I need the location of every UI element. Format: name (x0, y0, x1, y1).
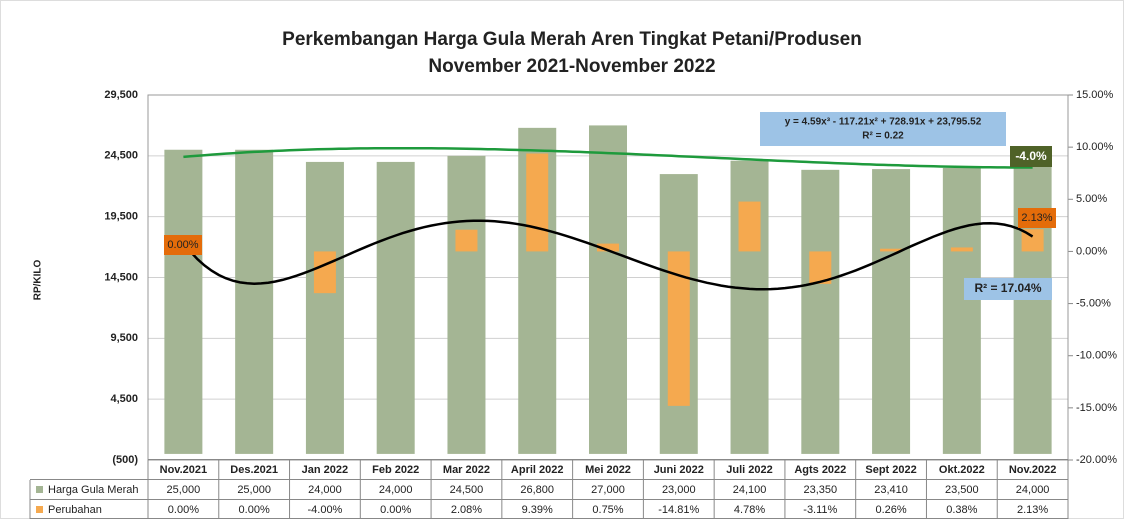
change-bar (313, 251, 336, 294)
table-value: 4.78% (734, 504, 765, 516)
y-tick-label: (500) (112, 454, 138, 466)
price-bar (376, 161, 415, 454)
change-bar (809, 251, 832, 284)
price-trendline (183, 146, 1033, 169)
table-value: 0.75% (592, 504, 623, 516)
y2-tick-label: 10.00% (1076, 141, 1114, 153)
x-tick-label: April 2022 (511, 464, 564, 476)
x-tick-label: Mei 2022 (585, 464, 631, 476)
table-value: 0.00% (168, 504, 199, 516)
price-bar (872, 169, 911, 454)
change-bar (597, 243, 619, 252)
x-tick-label: Juli 2022 (726, 464, 772, 476)
y2-tick-label: -20.00% (1076, 454, 1117, 466)
y-tick-label: 4,500 (110, 393, 138, 405)
y2-tick-label: -15.00% (1076, 402, 1117, 414)
y-tick-label: 19,500 (104, 211, 138, 223)
table-value: 26,800 (520, 484, 554, 496)
chart-subtitle: November 2021-November 2022 (428, 56, 715, 77)
x-tick-label: Feb 2022 (372, 464, 419, 476)
change-bar (667, 251, 690, 406)
y-tick-label: 14,500 (104, 271, 138, 283)
table-value: 0.00% (239, 504, 270, 516)
change-trendline (182, 219, 1034, 291)
table-value: 25,000 (167, 484, 201, 496)
y2-tick-label: 5.00% (1076, 193, 1107, 205)
table-value: -3.11% (803, 504, 837, 516)
legend-label: Perubahan (48, 504, 102, 516)
x-tick-label: Agts 2022 (794, 464, 846, 476)
x-tick-label: Jan 2022 (302, 464, 348, 476)
table-value: -4.00% (307, 504, 342, 516)
legend-key (36, 506, 43, 513)
equation-r2: R² = 0.22 (862, 131, 904, 142)
y2-tick-label: 0.00% (1076, 245, 1107, 257)
table-value: 24,000 (308, 484, 342, 496)
legend-label: Harga Gula Merah (48, 484, 139, 496)
table-value: 0.00% (380, 504, 411, 516)
r2-change-box (964, 278, 1052, 300)
last-change-box (1010, 146, 1052, 167)
last-change: -4.0% (1015, 149, 1047, 163)
table-value: 23,350 (803, 484, 837, 496)
price-bar (305, 161, 344, 454)
table-value: 23,000 (662, 484, 696, 496)
change-bar (455, 229, 478, 252)
last-label-box (1018, 208, 1056, 228)
table-value: 9.39% (522, 504, 553, 516)
table-value: 24,000 (379, 484, 413, 496)
table-value: 24,100 (733, 484, 767, 496)
table-value: 24,000 (1016, 484, 1050, 496)
x-tick-label: Sept 2022 (865, 464, 916, 476)
y2-tick-label: 15.00% (1076, 89, 1114, 101)
change-bar (1021, 229, 1044, 252)
price-bar (235, 149, 274, 454)
first-label-box (164, 235, 202, 255)
table-value: 2.13% (1017, 504, 1048, 516)
table-value: 0.26% (875, 504, 906, 516)
last-label: 2.13% (1021, 212, 1052, 224)
legend-key (36, 486, 43, 493)
equation: y = 4.59x³ - 117.21x² + 728.91x + 23,795… (785, 117, 982, 128)
table-value: 2.08% (451, 504, 482, 516)
y2-tick-label: -5.00% (1076, 297, 1111, 309)
y-tick-label: 9,500 (110, 332, 138, 344)
price-bar (942, 168, 981, 454)
table-value: 24,500 (450, 484, 484, 496)
y-axis-label: RP/KILO (33, 260, 44, 301)
table-value: -14.81% (658, 504, 699, 516)
table-value: 23,410 (874, 484, 908, 496)
x-tick-label: Des.2021 (230, 464, 278, 476)
table-value: 27,000 (591, 484, 625, 496)
first-label: 0.00% (167, 239, 198, 251)
change-bar (880, 248, 903, 252)
x-tick-label: Nov.2022 (1009, 464, 1057, 476)
price-bar (447, 155, 486, 454)
change-bar (738, 201, 761, 252)
y-tick-label: 24,500 (104, 150, 138, 162)
y-tick-label: 29,500 (104, 89, 138, 101)
x-tick-label: Mar 2022 (443, 464, 490, 476)
x-tick-label: Okt.2022 (939, 464, 985, 476)
x-tick-label: Juni 2022 (654, 464, 704, 476)
table-value: 23,500 (945, 484, 979, 496)
r2-change: R² = 17.04% (974, 281, 1041, 295)
y2-tick-label: -10.00% (1076, 350, 1117, 362)
price-bar (589, 125, 627, 454)
chart-title: Perkembangan Harga Gula Merah Aren Tingk… (282, 29, 862, 50)
table-value: 0.38% (946, 504, 977, 516)
change-bar (950, 247, 973, 252)
x-tick-label: Nov.2021 (160, 464, 208, 476)
price-bar (801, 169, 840, 454)
price-bar (1013, 161, 1052, 454)
equation-box (760, 112, 1006, 146)
price-bar (164, 149, 203, 454)
table-value: 25,000 (237, 484, 271, 496)
change-bar (526, 153, 549, 252)
